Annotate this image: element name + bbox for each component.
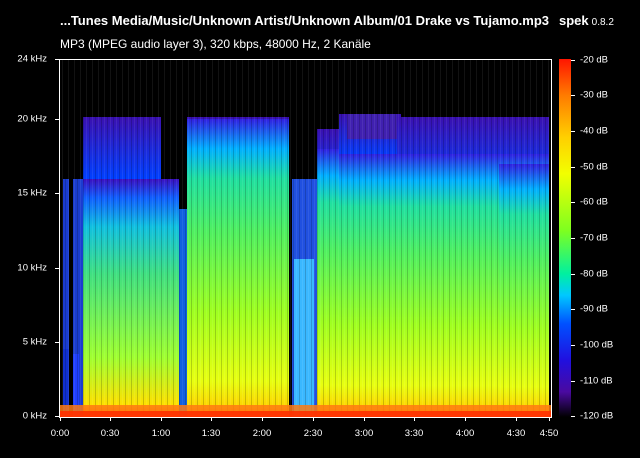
time-tick [161, 417, 162, 421]
time-label: 1:30 [201, 428, 221, 439]
time-tick [549, 417, 550, 421]
db-tick [571, 60, 575, 61]
time-label: 1:00 [151, 428, 171, 439]
db-tick [571, 274, 575, 275]
db-tick [571, 309, 575, 310]
freq-label-24: 24 kHz [17, 53, 47, 65]
db-label: -50 dB [580, 161, 608, 173]
db-label: -120 dB [580, 410, 614, 422]
time-tick [313, 417, 314, 421]
spectrogram-image [59, 59, 551, 417]
db-tick [571, 131, 575, 132]
db-label: -40 dB [580, 125, 608, 137]
db-tick [571, 167, 575, 168]
time-label: 3:30 [404, 428, 424, 439]
db-tick [571, 202, 575, 203]
time-tick [60, 417, 61, 421]
time-tick [516, 417, 517, 421]
db-label: -90 dB [580, 303, 608, 315]
time-tick [110, 417, 111, 421]
freq-tick [55, 119, 59, 120]
time-tick [465, 417, 466, 421]
db-label: -100 dB [580, 339, 614, 351]
time-label: 3:00 [354, 428, 374, 439]
time-tick [211, 417, 212, 421]
time-tick [414, 417, 415, 421]
spectrogram[interactable] [59, 59, 551, 417]
time-label: 0:30 [100, 428, 120, 439]
freq-tick [55, 268, 59, 269]
db-label: -60 dB [580, 196, 608, 208]
time-label: 4:00 [455, 428, 475, 439]
time-label: 2:00 [252, 428, 272, 439]
db-label: -30 dB [580, 89, 608, 101]
time-label: 4:30 [506, 428, 526, 439]
freq-label-0: 0 kHz [22, 410, 47, 422]
spectrogram-frame [59, 59, 552, 418]
freq-tick [55, 193, 59, 194]
db-tick [571, 238, 575, 239]
db-label: -70 dB [580, 232, 608, 244]
freq-tick [55, 416, 59, 417]
freq-tick [55, 59, 59, 60]
freq-label-10: 10 kHz [17, 262, 47, 274]
file-info: MP3 (MPEG audio layer 3), 320 kbps, 4800… [60, 37, 371, 51]
db-tick [571, 345, 575, 346]
db-label: -110 dB [580, 375, 613, 387]
time-label: 2:30 [303, 428, 323, 439]
freq-tick [55, 342, 59, 343]
db-label: -80 dB [580, 268, 608, 280]
time-label: 0:00 [50, 428, 70, 439]
app-label: spek 0.8.2 [559, 13, 614, 28]
time-tick [262, 417, 263, 421]
freq-label-20: 20 kHz [17, 113, 47, 125]
freq-label-15: 15 kHz [17, 187, 47, 199]
db-label: -20 dB [580, 54, 608, 66]
db-color-scale [559, 59, 571, 417]
app-version: 0.8.2 [591, 17, 614, 28]
db-tick [571, 416, 575, 417]
db-tick [571, 381, 575, 382]
file-title: ...Tunes Media/Music/Unknown Artist/Unkn… [60, 13, 550, 28]
app-name: spek [559, 13, 589, 28]
time-tick [364, 417, 365, 421]
db-tick [571, 95, 575, 96]
freq-label-5: 5 kHz [22, 336, 47, 348]
time-label: 4:50 [539, 428, 559, 439]
